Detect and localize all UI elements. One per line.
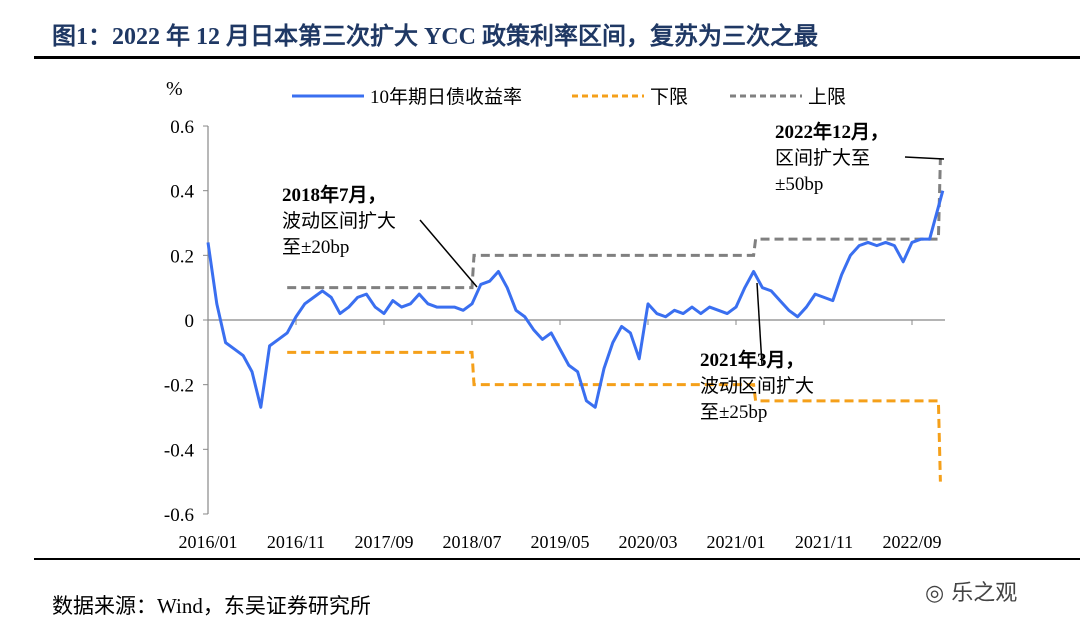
y-tick-label: 0.2	[170, 246, 194, 267]
figure-title: 图1：2022 年 12 月日本第三次扩大 YCC 政策利率区间，复苏为三次之最	[52, 24, 818, 50]
annotation-text: 2022年12月，	[775, 120, 889, 143]
x-tick-label: 2021/11	[795, 532, 853, 552]
x-tick-label: 2022/09	[882, 532, 941, 552]
watermark-text: 乐之观	[951, 581, 1018, 606]
annotation-leader-line	[419, 219, 478, 288]
upper-bound-line	[287, 158, 942, 290]
annotation-text: 2018年7月，	[282, 183, 387, 206]
watermark-logo: ◎ 乐之观	[925, 581, 1018, 606]
annotation-text: ±50bp	[775, 174, 823, 195]
x-tick-label: 2021/01	[706, 532, 765, 552]
legend-label: 上限	[808, 86, 846, 108]
annotation-text: 区间扩大至	[775, 147, 870, 169]
annotation-text: 至±25bp	[700, 402, 767, 423]
y-tick-label: 0.6	[170, 117, 194, 138]
yield-line	[206, 190, 945, 409]
x-tick-label: 2018/07	[442, 532, 501, 552]
line-chart: % 0.6 0.4 0.2 0 -0.2 -0.4 -0.6 2016/01 2016/11 20…	[164, 78, 945, 552]
x-tick-label: 2020/03	[618, 532, 677, 552]
bottom-rule	[34, 558, 1080, 560]
x-tick-label: 2017/09	[354, 532, 413, 552]
y-axis-label: %	[166, 78, 183, 100]
source-note: 数据来源：Wind，东吴证券研究所	[52, 594, 371, 618]
legend: 10年期日债收益率 下限 上限	[292, 86, 846, 108]
legend-label: 10年期日债收益率	[370, 86, 522, 108]
annotation-text: 波动区间扩大	[282, 210, 396, 232]
y-tick-label: -0.6	[164, 505, 194, 526]
y-tick-label: -0.2	[164, 376, 194, 397]
legend-label: 下限	[650, 86, 688, 108]
annotation-leader-line	[756, 282, 763, 366]
y-tick-label: -0.4	[164, 440, 195, 461]
annotation-text: 2021年3月，	[700, 348, 805, 371]
y-tick-label: 0	[185, 311, 195, 332]
title-rule	[34, 56, 1080, 59]
x-tick-label: 2016/11	[267, 532, 325, 552]
annotation-text: 至±20bp	[282, 237, 349, 258]
x-tick-label: 2019/05	[530, 532, 589, 552]
annotation-text: 波动区间扩大	[700, 375, 814, 397]
x-tick-label: 2016/01	[178, 532, 237, 552]
y-tick-label: 0.4	[170, 182, 194, 203]
lower-bound-line	[287, 350, 942, 482]
annotation-leader-line	[904, 156, 945, 160]
